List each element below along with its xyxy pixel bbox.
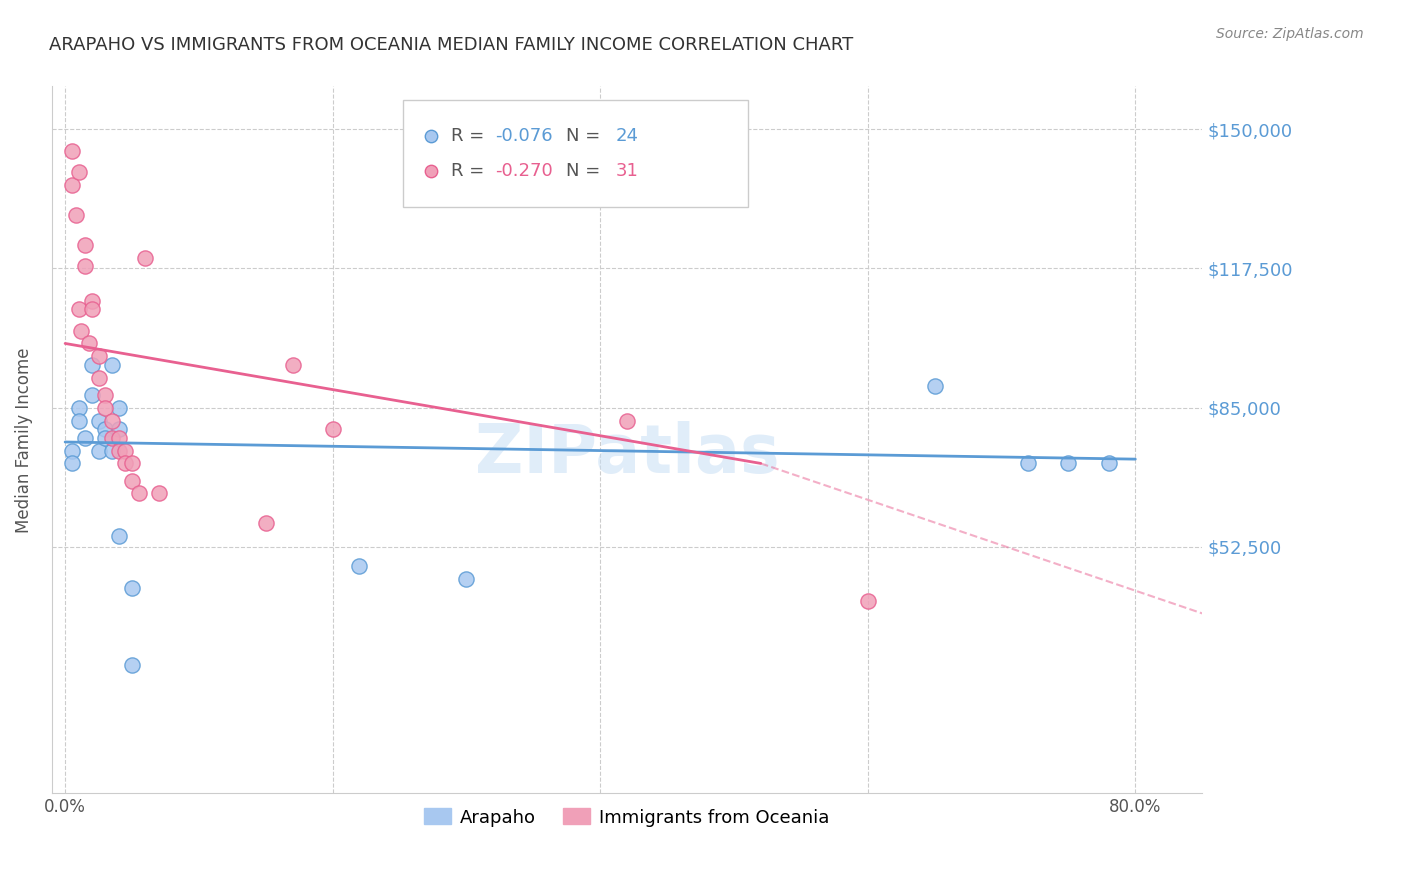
Point <box>281 358 304 372</box>
Point <box>121 474 143 488</box>
Point <box>134 251 156 265</box>
Point <box>70 324 93 338</box>
Point <box>77 336 100 351</box>
Point <box>101 358 124 372</box>
Point <box>94 388 117 402</box>
Point <box>87 413 110 427</box>
Text: Source: ZipAtlas.com: Source: ZipAtlas.com <box>1216 27 1364 41</box>
Point <box>87 370 110 384</box>
Legend: Arapaho, Immigrants from Oceania: Arapaho, Immigrants from Oceania <box>418 801 837 834</box>
Point <box>87 349 110 363</box>
Text: ZIPatlas: ZIPatlas <box>475 421 779 487</box>
Point <box>495 764 517 779</box>
Point <box>60 457 83 471</box>
Point <box>75 238 97 252</box>
Point <box>67 413 90 427</box>
Point <box>924 379 946 393</box>
Point <box>107 422 129 436</box>
Text: R =: R = <box>451 162 489 180</box>
Text: 24: 24 <box>616 127 638 145</box>
Point <box>495 764 517 779</box>
FancyBboxPatch shape <box>402 101 748 207</box>
Point <box>148 486 170 500</box>
Point <box>114 457 136 471</box>
Point <box>322 422 344 436</box>
Text: 31: 31 <box>616 162 638 180</box>
Point <box>101 443 124 458</box>
Point <box>1017 457 1039 471</box>
Point <box>254 516 277 531</box>
Point <box>60 178 83 192</box>
Point <box>121 581 143 595</box>
Point <box>121 657 143 672</box>
Text: N =: N = <box>567 162 606 180</box>
Point <box>67 401 90 415</box>
Point <box>114 443 136 458</box>
Point <box>67 165 90 179</box>
Point <box>80 293 103 308</box>
Point <box>349 559 371 574</box>
Point <box>1057 457 1080 471</box>
Point <box>107 431 129 445</box>
Point <box>121 457 143 471</box>
Point <box>94 422 117 436</box>
Point <box>107 529 129 543</box>
Text: R =: R = <box>451 127 489 145</box>
Point <box>101 413 124 427</box>
Point <box>80 302 103 317</box>
Point <box>65 208 87 222</box>
Point <box>128 486 150 500</box>
Point <box>87 443 110 458</box>
Point <box>107 401 129 415</box>
Y-axis label: Median Family Income: Median Family Income <box>15 347 32 533</box>
Point <box>75 431 97 445</box>
Point <box>67 302 90 317</box>
Point <box>94 431 117 445</box>
Point <box>856 593 879 607</box>
Point <box>60 144 83 158</box>
Point <box>616 413 638 427</box>
Text: -0.270: -0.270 <box>495 162 553 180</box>
Text: ARAPAHO VS IMMIGRANTS FROM OCEANIA MEDIAN FAMILY INCOME CORRELATION CHART: ARAPAHO VS IMMIGRANTS FROM OCEANIA MEDIA… <box>49 36 853 54</box>
Point <box>80 388 103 402</box>
Point <box>75 260 97 274</box>
Text: N =: N = <box>567 127 606 145</box>
Point <box>101 431 124 445</box>
Point <box>456 572 478 586</box>
Point <box>60 443 83 458</box>
Text: -0.076: -0.076 <box>495 127 553 145</box>
Point <box>107 443 129 458</box>
Point <box>94 401 117 415</box>
Point <box>1097 457 1119 471</box>
Point <box>80 358 103 372</box>
